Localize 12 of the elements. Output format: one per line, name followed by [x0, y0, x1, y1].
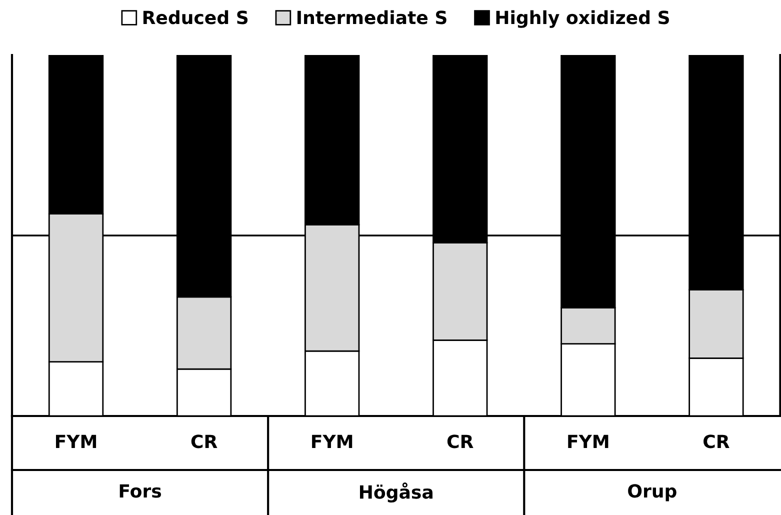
legend-label: Intermediate S: [297, 10, 446, 24]
text: Fors: [120, 484, 162, 498]
x-tick-label: FYM: [568, 434, 608, 448]
legend-label: Highly oxidized S: [496, 10, 669, 28]
text: Orup: [628, 484, 676, 502]
x-tick-label: CR: [447, 434, 474, 448]
legend-label: Reduced S: [143, 10, 248, 24]
x-tick-label: CR: [704, 434, 730, 448]
x-tick-label: FYM: [56, 434, 96, 448]
x-tick-label: FYM: [312, 434, 352, 448]
x-tick-label: CR: [191, 434, 218, 448]
text: Högåsa: [360, 482, 432, 502]
